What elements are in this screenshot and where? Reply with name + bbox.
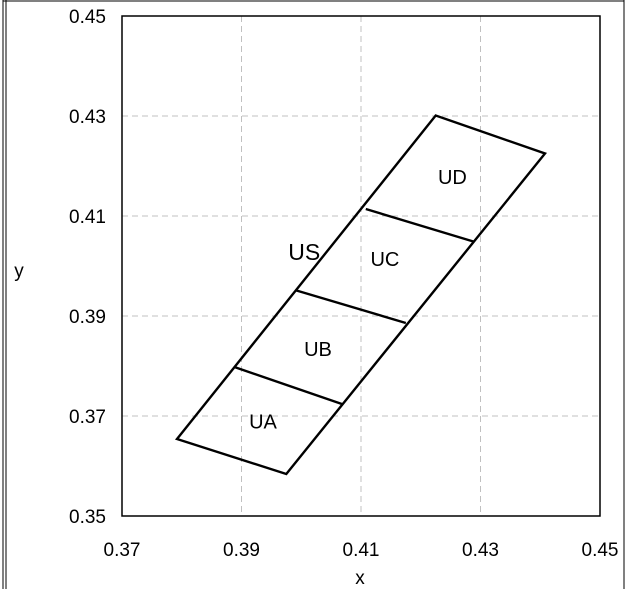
us-outline bbox=[174, 114, 548, 476]
x-tick-label: 0.37 bbox=[104, 540, 141, 561]
x-tick-label: 0.43 bbox=[462, 540, 499, 561]
region-label-ud: UD bbox=[438, 167, 467, 189]
x-axis-title: x bbox=[355, 568, 365, 589]
y-tick-label: 0.35 bbox=[69, 507, 106, 528]
x-tick-label: 0.45 bbox=[582, 540, 619, 561]
region-divider-3 bbox=[365, 207, 474, 243]
y-tick-label: 0.37 bbox=[69, 407, 106, 428]
region-labels: UA UB UC UD US bbox=[249, 167, 467, 434]
region-label-us: US bbox=[288, 239, 320, 265]
grid-lines bbox=[122, 16, 600, 516]
region-label-ua: UA bbox=[249, 412, 277, 434]
x-tick-labels: 0.37 0.39 0.41 0.43 0.45 bbox=[104, 540, 619, 561]
plot-area-frame bbox=[121, 15, 601, 517]
y-axis-title: y bbox=[14, 261, 24, 282]
region-outlines bbox=[174, 114, 548, 476]
y-tick-label: 0.41 bbox=[69, 207, 106, 228]
x-tick-label: 0.39 bbox=[223, 540, 260, 561]
y-tick-label: 0.43 bbox=[69, 107, 106, 128]
region-divider-1 bbox=[233, 365, 343, 406]
x-tick-label: 0.41 bbox=[343, 540, 380, 561]
region-label-ub: UB bbox=[304, 339, 332, 361]
region-divider-2 bbox=[296, 289, 407, 325]
y-tick-labels: 0.45 0.43 0.41 0.39 0.37 0.35 bbox=[69, 7, 106, 528]
y-tick-label: 0.45 bbox=[69, 7, 106, 28]
region-label-uc: UC bbox=[370, 249, 399, 271]
y-tick-label: 0.39 bbox=[69, 307, 106, 328]
